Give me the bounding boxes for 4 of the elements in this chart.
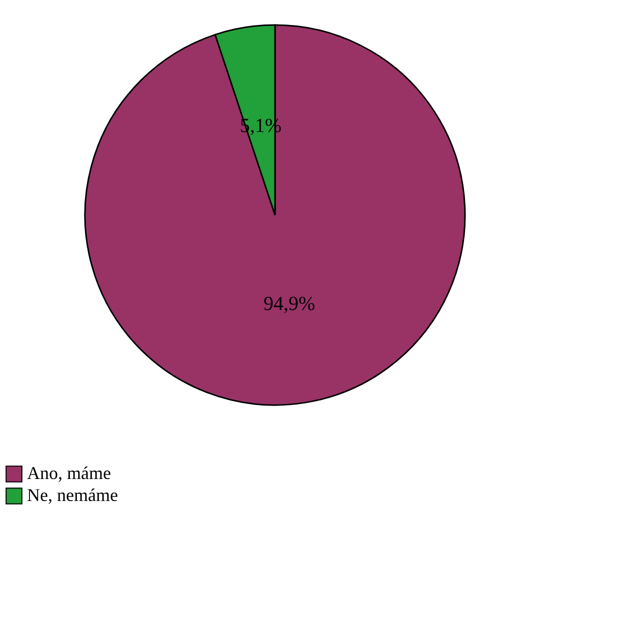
pie-slice xyxy=(84,24,466,406)
legend-label: Ano, máme xyxy=(27,463,111,483)
legend-label: Ne, nemáme xyxy=(27,485,118,505)
data-label: 94,9% xyxy=(264,292,316,315)
